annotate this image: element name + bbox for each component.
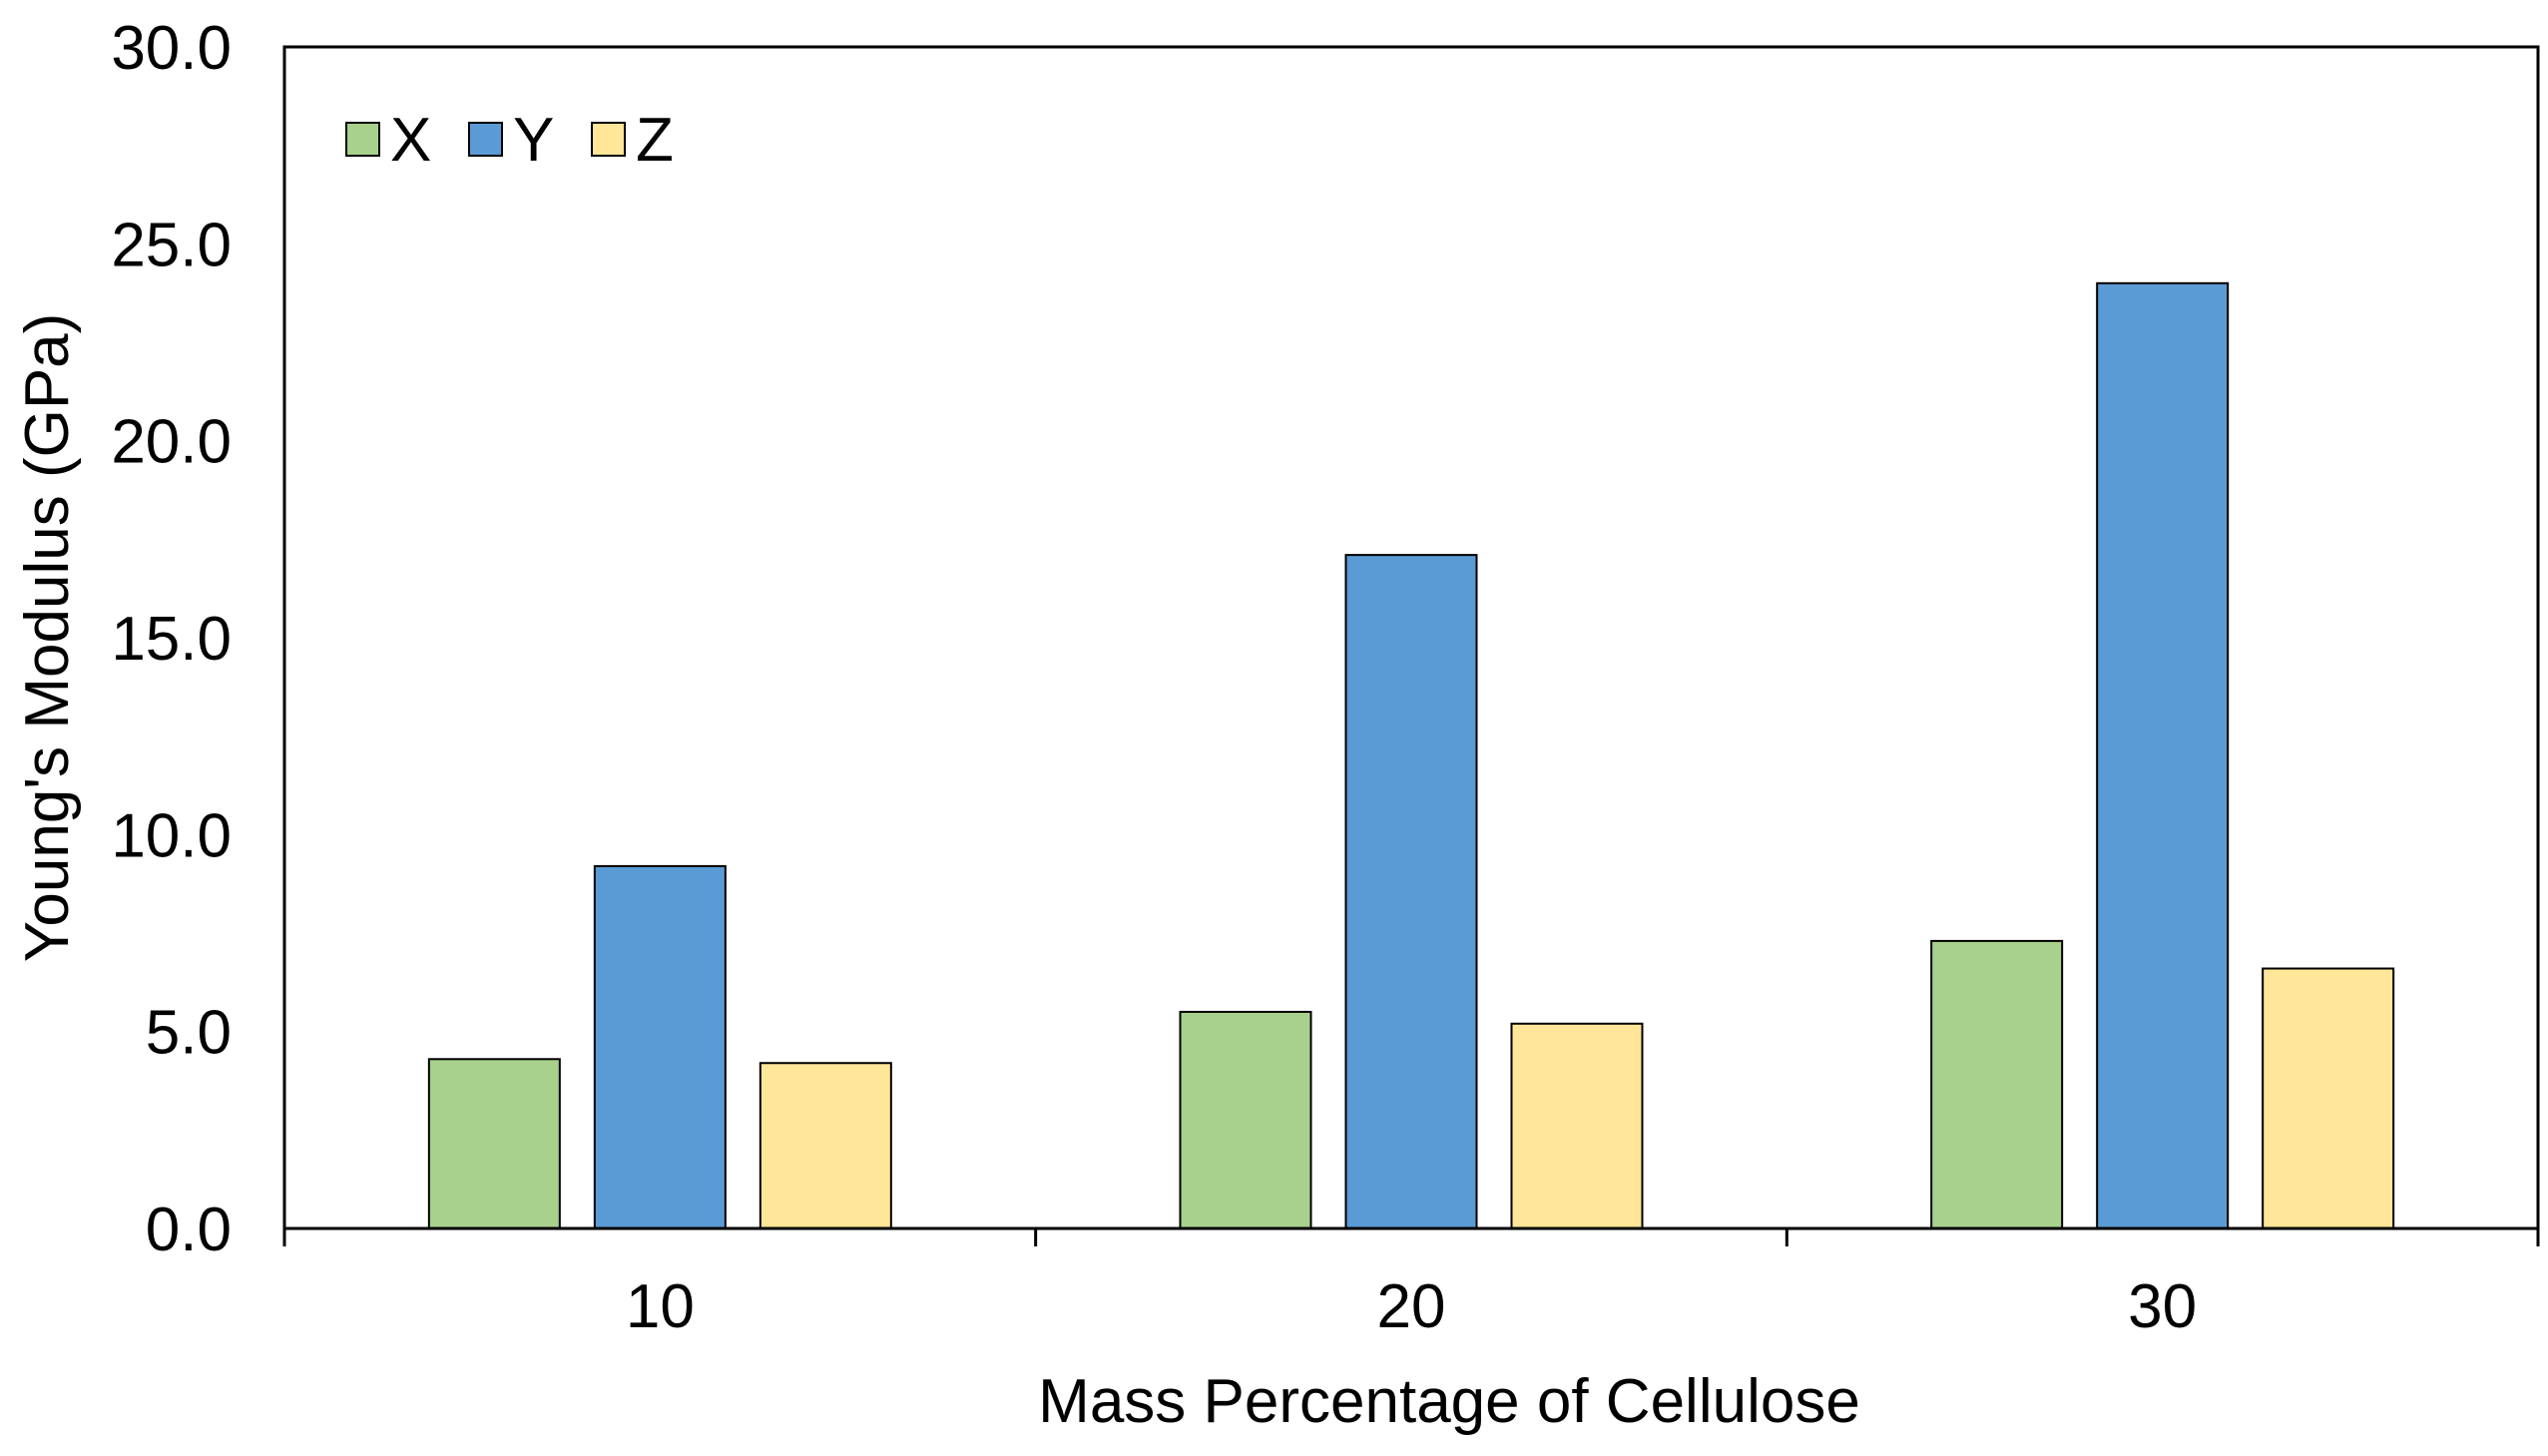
legend-label-y: Y: [513, 106, 554, 175]
bar-z-20: [1510, 1022, 1644, 1229]
x-tick-label: 30: [2128, 1272, 2197, 1341]
y-tick-label: 0.0: [146, 1196, 232, 1264]
legend-swatch-z: [591, 122, 626, 157]
legend-swatch-y: [468, 122, 503, 157]
y-tick-label: 15.0: [111, 605, 232, 674]
bar-z-30: [2262, 967, 2395, 1230]
y-tick-label: 10.0: [111, 801, 232, 870]
x-tick-label: 20: [1377, 1272, 1446, 1341]
bar-x-30: [1930, 939, 2064, 1229]
bar-y-20: [1344, 554, 1478, 1229]
legend-label-z: Z: [636, 106, 674, 175]
x-tick-label: 10: [626, 1272, 695, 1341]
x-axis-title: Mass Percentage of Cellulose: [1038, 1367, 1860, 1436]
legend-swatch-x: [345, 122, 380, 157]
bar-x-10: [427, 1058, 561, 1229]
y-tick-label: 5.0: [146, 999, 232, 1068]
bar-y-30: [2096, 281, 2230, 1229]
legend-label-x: X: [390, 106, 431, 175]
bar-x-20: [1179, 1010, 1312, 1230]
bar-z-10: [759, 1062, 892, 1229]
bars-layer: [427, 281, 2395, 1230]
axes-layer: 0.0 5.0 10.0 15.0 20.0 25.0 30.0 10 20 30: [111, 14, 2540, 1341]
y-tick-label: 25.0: [111, 211, 232, 279]
legend: X Y Z: [345, 106, 674, 175]
y-tick-label: 20.0: [111, 408, 232, 477]
y-axis-title: Young's Modulus (GPa): [13, 313, 82, 963]
y-tick-label: 30.0: [111, 14, 232, 83]
bar-y-10: [593, 864, 727, 1229]
